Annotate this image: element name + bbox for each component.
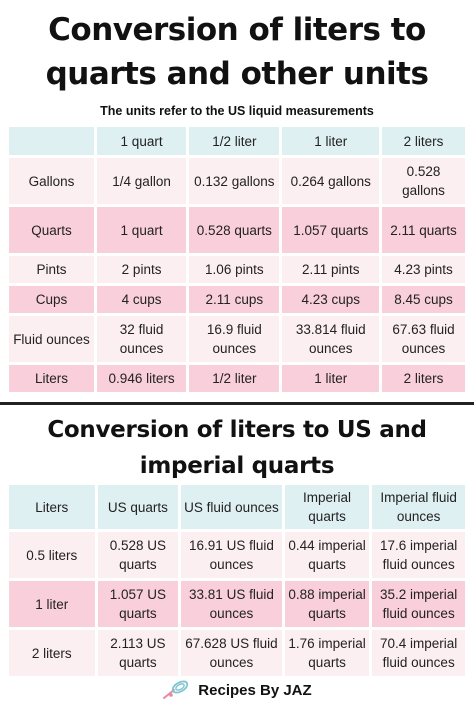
- table-row: Liters 0.946 liters 1/2 liter 1 liter 2 …: [9, 365, 465, 392]
- row-label: 1 liter: [9, 581, 95, 627]
- row-label: Fluid ounces: [9, 316, 94, 362]
- table-cell: 1/2 liter: [189, 365, 280, 392]
- table-cell: 1.06 pints: [189, 256, 280, 283]
- table-cell: 1.057 US quarts: [97, 581, 179, 627]
- whisk-icon: [163, 680, 189, 699]
- table1-header-cell: 1 quart: [96, 127, 187, 155]
- table-cell: 0.88 imperial quarts: [284, 581, 370, 627]
- table2-header-cell: US quarts: [97, 485, 179, 529]
- row-label: 2 liters: [9, 630, 95, 676]
- table2-header-cell: Imperial fluid ounces: [372, 485, 465, 529]
- table-cell: 1 quart: [96, 207, 187, 253]
- table-cell: 16.9 fluid ounces: [189, 316, 280, 362]
- table-cell: 4.23 pints: [382, 256, 465, 283]
- table-cell: 2.11 pints: [282, 256, 380, 283]
- table-cell: 2 pints: [96, 256, 187, 283]
- table-row: 0.5 liters 0.528 US quarts 16.91 US flui…: [9, 532, 465, 578]
- table-cell: 1.76 imperial quarts: [284, 630, 370, 676]
- table-cell: 67.63 fluid ounces: [382, 316, 465, 362]
- table-cell: 0.528 quarts: [189, 207, 280, 253]
- footer: Recipes By JAZ: [0, 680, 474, 705]
- table-cell: 0.528 gallons: [382, 158, 465, 204]
- table-cell: 0.946 liters: [96, 365, 187, 392]
- table-cell: 4.23 cups: [282, 286, 380, 313]
- table-cell: 2.11 cups: [189, 286, 280, 313]
- main-title: Conversion of liters to quarts and other…: [45, 12, 429, 92]
- table1-header-cell: 2 liters: [382, 127, 465, 155]
- table-cell: 33.81 US fluid ounces: [181, 581, 282, 627]
- table-cell: 8.45 cups: [382, 286, 465, 313]
- section-title: Conversion of liters to US and imperial …: [47, 417, 427, 479]
- table-row: 2 liters 2.113 US quarts 67.628 US fluid…: [9, 630, 465, 676]
- table-cell: 0.528 US quarts: [97, 532, 179, 578]
- table1-header-row: 1 quart 1/2 liter 1 liter 2 liters: [9, 127, 465, 155]
- table-cell: 32 fluid ounces: [96, 316, 187, 362]
- liters-quarts-table: 1 quart 1/2 liter 1 liter 2 liters Gallo…: [6, 124, 468, 395]
- table-cell: 67.628 US fluid ounces: [181, 630, 282, 676]
- row-label: Quarts: [9, 207, 94, 253]
- table-cell: 35.2 imperial fluid ounces: [372, 581, 465, 627]
- table-row: Gallons 1/4 gallon 0.132 gallons 0.264 g…: [9, 158, 465, 204]
- table1-header-cell: [9, 127, 94, 155]
- row-label: Cups: [9, 286, 94, 313]
- table2-header-row: Liters US quarts US fluid ounces Imperia…: [9, 485, 465, 529]
- brand-name: Recipes By JAZ: [198, 681, 312, 699]
- subtitle: The units refer to the US liquid measure…: [100, 104, 374, 118]
- table-cell: 0.132 gallons: [189, 158, 280, 204]
- table-row: Quarts 1 quart 0.528 quarts 1.057 quarts…: [9, 207, 465, 253]
- row-label: Gallons: [9, 158, 94, 204]
- table2-header-cell: US fluid ounces: [181, 485, 282, 529]
- table-cell: 1/4 gallon: [96, 158, 187, 204]
- table-cell: 1 liter: [282, 365, 380, 392]
- section-divider: [0, 402, 474, 405]
- table-cell: 4 cups: [96, 286, 187, 313]
- table-cell: 0.44 imperial quarts: [284, 532, 370, 578]
- table-cell: 1.057 quarts: [282, 207, 380, 253]
- table1-header-cell: 1 liter: [282, 127, 380, 155]
- row-label: Pints: [9, 256, 94, 283]
- table2-header-cell: Liters: [9, 485, 95, 529]
- table-cell: 2.113 US quarts: [97, 630, 179, 676]
- table-cell: 0.264 gallons: [282, 158, 380, 204]
- row-label: Liters: [9, 365, 94, 392]
- table-cell: 70.4 imperial fluid ounces: [372, 630, 465, 676]
- liters-us-imperial-table: Liters US quarts US fluid ounces Imperia…: [6, 482, 468, 679]
- table-cell: 16.91 US fluid ounces: [181, 532, 282, 578]
- table-row: 1 liter 1.057 US quarts 33.81 US fluid o…: [9, 581, 465, 627]
- table-cell: 2.11 quarts: [382, 207, 465, 253]
- table-row: Fluid ounces 32 fluid ounces 16.9 fluid …: [9, 316, 465, 362]
- table-cell: 17.6 imperial fluid ounces: [372, 532, 465, 578]
- table2-header-cell: Imperial quarts: [284, 485, 370, 529]
- table-row: Cups 4 cups 2.11 cups 4.23 cups 8.45 cup…: [9, 286, 465, 313]
- table-cell: 2 liters: [382, 365, 465, 392]
- table-row: Pints 2 pints 1.06 pints 2.11 pints 4.23…: [9, 256, 465, 283]
- row-label: 0.5 liters: [9, 532, 95, 578]
- table1-header-cell: 1/2 liter: [189, 127, 280, 155]
- brand: Recipes By JAZ: [162, 680, 312, 700]
- table-cell: 33.814 fluid ounces: [282, 316, 380, 362]
